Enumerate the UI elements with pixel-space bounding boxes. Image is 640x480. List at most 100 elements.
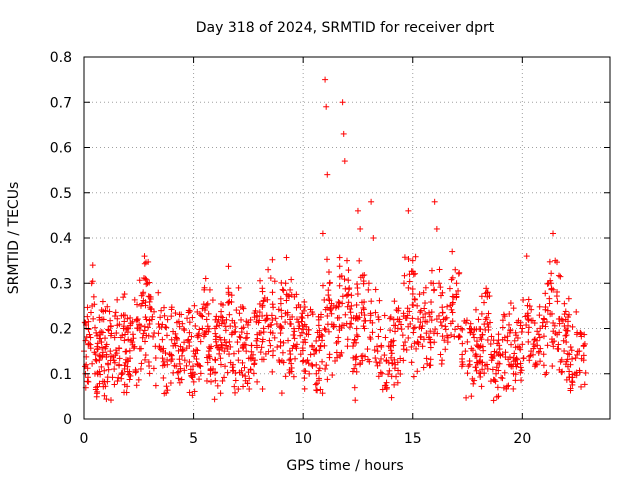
data-point (257, 349, 264, 356)
data-point (259, 356, 266, 363)
data-point (134, 316, 141, 323)
y-axis-label: SRMTID / TECUs (6, 182, 22, 295)
data-point (277, 295, 284, 302)
data-point (159, 336, 166, 343)
data-point (227, 359, 234, 366)
data-point (216, 350, 223, 357)
data-point (163, 383, 170, 390)
data-point (301, 336, 308, 343)
data-point (353, 301, 360, 308)
data-point (90, 293, 97, 300)
data-point (442, 346, 449, 353)
data-point (544, 342, 551, 349)
data-point (209, 297, 216, 304)
data-point (204, 323, 211, 330)
data-point (271, 278, 278, 285)
data-point (290, 373, 297, 380)
data-point (448, 276, 455, 283)
data-point (225, 285, 232, 292)
data-point (199, 313, 206, 320)
data-point (101, 392, 108, 399)
data-point (134, 325, 141, 332)
data-point (405, 334, 412, 341)
data-point (226, 338, 233, 345)
data-point (468, 326, 475, 333)
data-point (90, 315, 97, 322)
data-point (530, 351, 537, 358)
data-point (479, 366, 486, 373)
data-point (561, 347, 568, 354)
data-point (524, 312, 531, 319)
data-point (351, 365, 358, 372)
data-point (403, 346, 410, 353)
data-point (160, 374, 167, 381)
data-point (278, 324, 285, 331)
data-point (285, 337, 292, 344)
data-point (161, 312, 168, 319)
data-point (420, 314, 427, 321)
data-point (98, 339, 105, 346)
data-point (345, 277, 352, 284)
data-point (423, 330, 430, 337)
data-point (326, 351, 333, 358)
data-point (217, 355, 224, 362)
data-point (125, 336, 132, 343)
y-tick-label: 0.3 (50, 276, 72, 292)
data-point (405, 284, 412, 291)
data-point (232, 377, 239, 384)
data-point (453, 280, 460, 287)
data-point (435, 312, 442, 319)
data-point (259, 285, 266, 292)
data-point (226, 311, 233, 318)
data-point (178, 376, 185, 383)
data-point (219, 377, 226, 384)
data-point (390, 342, 397, 349)
data-point (400, 357, 407, 364)
data-point (411, 324, 418, 331)
data-point (313, 387, 320, 394)
data-point (175, 375, 182, 382)
data-point (196, 362, 203, 369)
data-point (315, 322, 322, 329)
data-point (298, 329, 305, 336)
data-point (499, 324, 506, 331)
data-point (319, 390, 326, 397)
data-point (566, 351, 573, 358)
data-point (238, 316, 245, 323)
data-point (138, 345, 145, 352)
data-point (243, 318, 250, 325)
data-point (132, 368, 139, 375)
data-point (425, 309, 432, 316)
y-tick-label: 0.6 (50, 141, 72, 157)
data-point (543, 369, 550, 376)
data-point (578, 355, 585, 362)
data-point (393, 306, 400, 313)
data-point (526, 353, 533, 360)
data-point (478, 293, 485, 300)
data-point (141, 260, 148, 267)
data-point (362, 317, 369, 324)
y-tick-label: 0.1 (50, 367, 72, 383)
data-point (194, 308, 201, 315)
data-point (114, 296, 121, 303)
data-point (525, 338, 532, 345)
data-point (191, 302, 198, 309)
data-point (493, 370, 500, 377)
data-point (113, 330, 120, 337)
data-point (155, 320, 162, 327)
data-point (146, 370, 153, 377)
data-point (197, 338, 204, 345)
data-point (401, 272, 408, 279)
data-point (298, 318, 305, 325)
data-point (512, 371, 519, 378)
data-point (293, 304, 300, 311)
data-point (530, 341, 537, 348)
data-point (404, 305, 411, 312)
data-point (439, 289, 446, 296)
data-point (351, 384, 358, 391)
data-point (255, 319, 262, 326)
data-point (315, 313, 322, 320)
data-point (189, 314, 196, 321)
data-point (465, 363, 472, 370)
data-point (563, 332, 570, 339)
